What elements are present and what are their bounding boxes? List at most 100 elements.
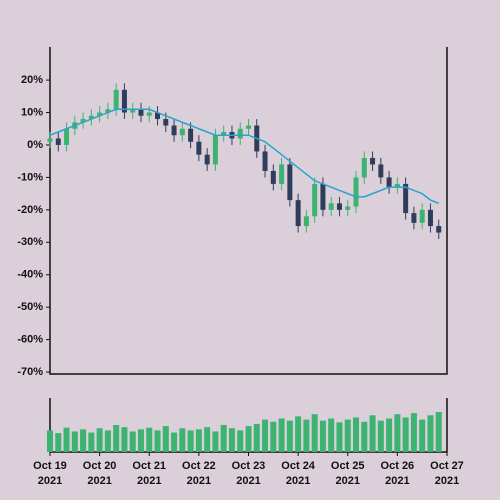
candle-body: [171, 125, 177, 136]
candle-body: [345, 206, 351, 210]
candle-body: [204, 154, 210, 165]
candle-body: [80, 119, 86, 123]
volume-bar: [237, 430, 244, 452]
volume-bar: [353, 417, 360, 452]
x-tick-label: Oct 25: [331, 460, 365, 472]
volume-bar: [278, 418, 285, 452]
candle-body: [370, 157, 376, 165]
x-tick-label: Oct 19: [33, 460, 67, 472]
x-tick-year: 2021: [286, 475, 310, 487]
volume-bar: [129, 431, 136, 452]
volume-bar: [303, 419, 310, 452]
volume-bar: [228, 428, 235, 452]
volume-bar: [344, 419, 351, 452]
y-tick-label: -50%: [17, 301, 43, 313]
candle-body: [320, 183, 326, 210]
y-tick-label: 20%: [21, 74, 43, 86]
candle-body: [212, 135, 218, 165]
candle-body: [427, 209, 433, 227]
candle-body: [353, 177, 359, 207]
candle-body: [155, 112, 161, 120]
y-tick-label: 10%: [21, 106, 43, 118]
candle-body: [336, 203, 342, 210]
price-frame: [49, 47, 448, 375]
volume-bar: [419, 419, 426, 452]
volume-bar: [410, 413, 417, 452]
volume-bar: [104, 430, 111, 452]
volume-bar: [96, 428, 103, 452]
candle-body: [328, 203, 334, 210]
candle-body: [130, 109, 136, 113]
y-tick-label: 0%: [27, 139, 43, 151]
volume-bar: [220, 425, 227, 452]
candle-body: [436, 226, 442, 233]
x-tick-label: Oct 22: [182, 460, 216, 472]
volume-bar: [361, 421, 368, 452]
candle-body: [47, 138, 53, 142]
candle-body: [188, 128, 194, 142]
candle-body: [295, 200, 301, 227]
volume-bar: [402, 417, 409, 452]
candle-body: [121, 89, 127, 113]
volume-bar: [311, 414, 318, 452]
y-tick-label: -20%: [17, 204, 43, 216]
volume-bar: [171, 432, 178, 452]
candle-body: [386, 177, 392, 188]
candle-body: [246, 125, 251, 129]
volume-bar: [154, 430, 161, 452]
volume-bar: [88, 432, 95, 452]
candle-body: [146, 112, 152, 116]
volume-bar: [435, 412, 442, 452]
candle-body: [411, 213, 417, 223]
volume-bar: [336, 422, 343, 452]
y-tick-label: -60%: [17, 334, 43, 346]
x-tick-year: 2021: [187, 475, 211, 487]
volume-bar: [369, 415, 376, 452]
volume-bar: [328, 418, 335, 452]
x-tick-label: Oct 24: [281, 460, 316, 472]
volume-bar: [262, 419, 269, 452]
candle-body: [196, 141, 202, 155]
candle-body: [279, 164, 285, 184]
candle-body: [361, 157, 367, 178]
candle-body: [88, 115, 94, 120]
x-tick-year: 2021: [385, 475, 409, 487]
moving-average-line: [49, 108, 440, 205]
y-tick-label: -30%: [17, 236, 43, 248]
volume-bar: [212, 431, 219, 452]
candle-body: [97, 112, 103, 116]
candle-body: [403, 183, 409, 214]
candle-body: [221, 131, 227, 136]
x-tick-year: 2021: [87, 475, 111, 487]
candle-body: [55, 138, 61, 145]
volume-bar: [121, 427, 128, 452]
volume-bar: [245, 426, 252, 452]
volume-bar: [113, 425, 120, 452]
volume-bar: [204, 427, 211, 452]
y-tick-label: -70%: [17, 366, 43, 378]
candle-body: [113, 89, 119, 110]
x-tick-year: 2021: [236, 475, 260, 487]
candle-body: [237, 128, 243, 139]
volume-bar: [146, 427, 153, 452]
volume-bar: [71, 431, 78, 452]
volume-bar: [386, 418, 393, 452]
candle-body: [105, 109, 111, 113]
volume-bar: [179, 428, 186, 452]
candle-body: [163, 119, 169, 126]
x-tick-label: Oct 23: [232, 460, 266, 472]
volume-bar: [63, 427, 70, 452]
volume-bar: [253, 423, 260, 452]
x-tick-label: Oct 21: [132, 460, 166, 472]
volume-bar: [55, 433, 62, 452]
volume-bar: [162, 426, 169, 452]
candle-body: [138, 109, 144, 116]
y-tick-label: -10%: [17, 171, 43, 183]
candle-body: [303, 216, 309, 227]
x-tick-year: 2021: [435, 475, 459, 487]
candle-body: [394, 183, 400, 188]
candle-body: [270, 170, 276, 184]
x-tick-label: Oct 20: [83, 460, 117, 472]
volume-bar: [80, 429, 87, 452]
